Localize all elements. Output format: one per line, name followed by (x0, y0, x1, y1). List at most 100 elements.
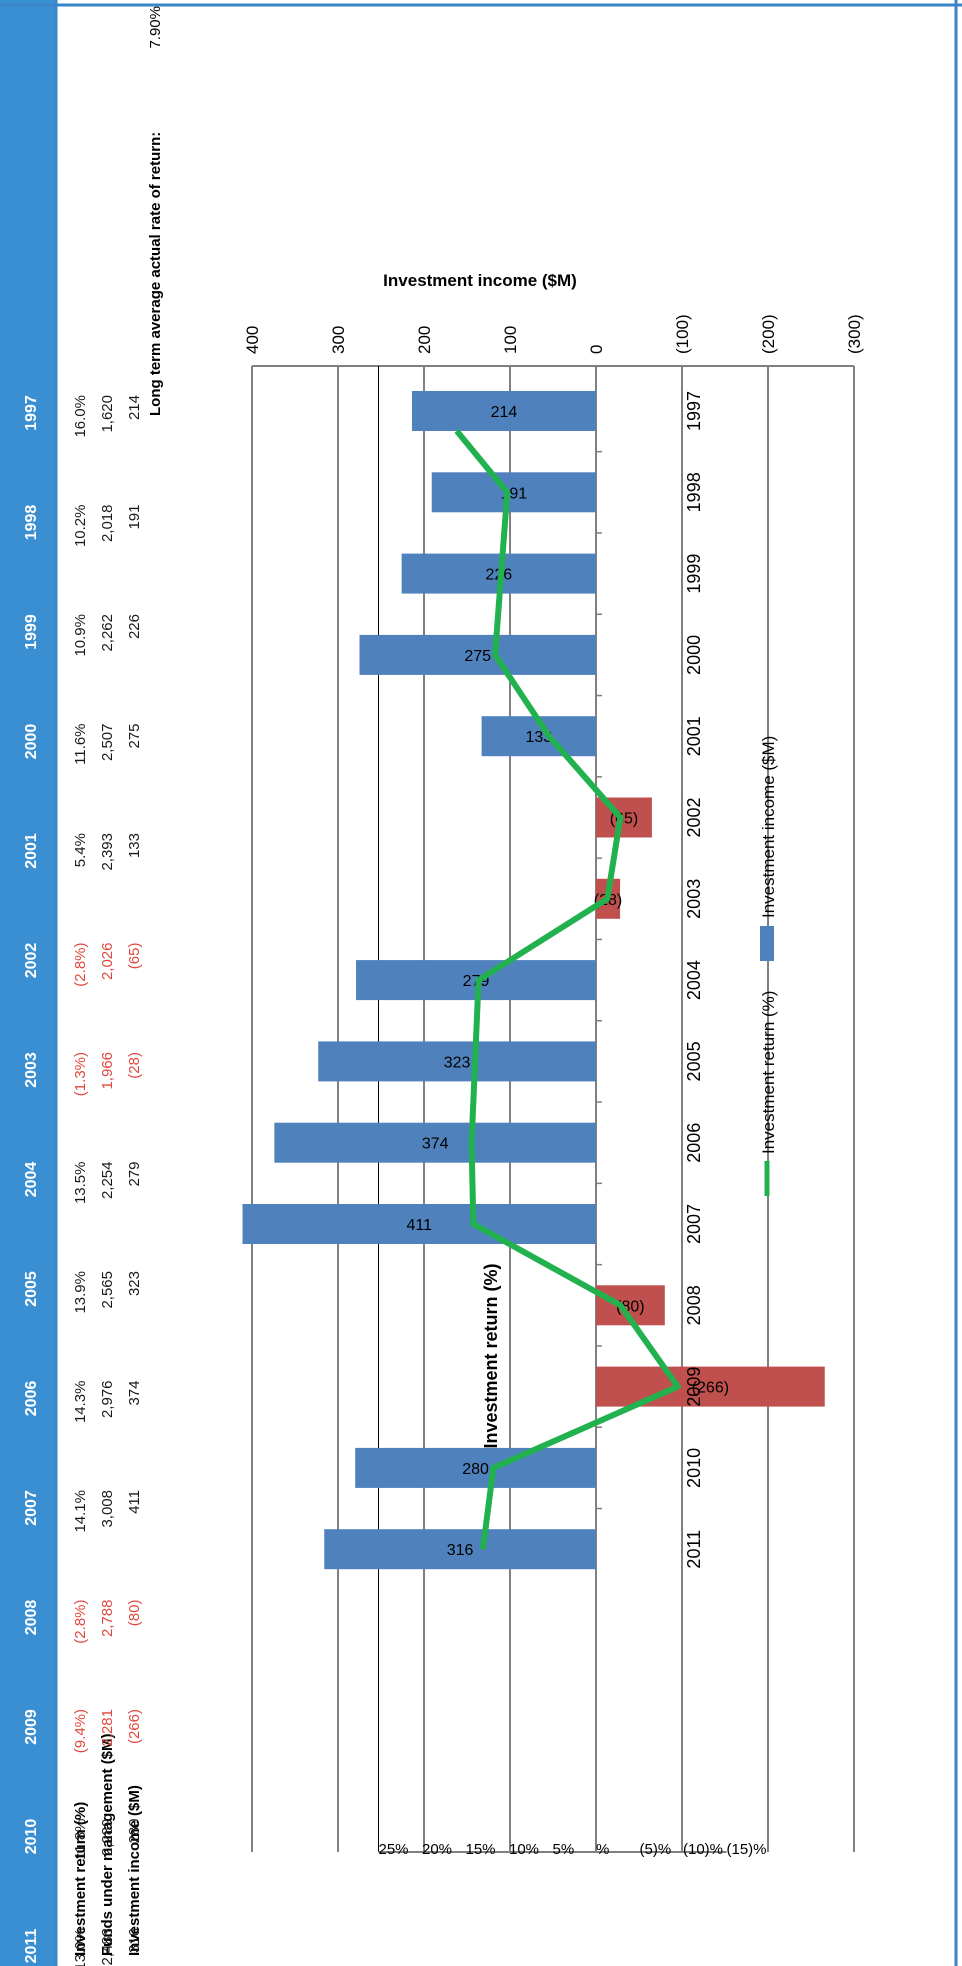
header-year-label: 2005 (23, 1271, 40, 1307)
table-cell-value: 1,966 (99, 1052, 116, 1090)
income-bar (431, 472, 596, 513)
table-cell-value: 374 (126, 1381, 143, 1406)
header-year-label: 2001 (23, 833, 40, 869)
income-bar-label: (266) (692, 1380, 729, 1397)
category-label: 1999 (684, 554, 704, 594)
table-cell-value: 133 (126, 833, 143, 858)
return-tick-label: (15)% (727, 1841, 767, 1858)
table-cell-value: 11.8% (72, 1819, 89, 1860)
table-cell-value: 316 (126, 1928, 143, 1953)
return-tick-label: (10)% (683, 1841, 723, 1858)
return-tick-label: 10% (509, 1841, 539, 1858)
table-cell-value: 411 (126, 1490, 143, 1514)
table-cell-value: 191 (126, 505, 143, 530)
table-cell-value: (1.3%) (72, 1052, 89, 1096)
header-year-label: 2000 (23, 724, 40, 760)
table-cell-value: 214 (126, 395, 143, 420)
table-cell-value: 13.5% (72, 1162, 89, 1205)
income-bar-label: 275 (464, 648, 491, 665)
table-cell-value: (266) (126, 1709, 143, 1744)
category-label: 2004 (684, 960, 704, 1000)
income-bar (242, 1204, 596, 1244)
table-cell-value: 1,620 (99, 395, 116, 433)
table-cell-value: (80) (126, 1600, 143, 1627)
table-cell-value: 2,018 (99, 505, 116, 543)
table-cell-value: 2,262 (99, 614, 116, 652)
category-label: 2011 (684, 1530, 704, 1569)
category-label: 2007 (684, 1204, 704, 1244)
category-label: 2006 (684, 1123, 704, 1163)
table-cell-value: 10.9% (72, 614, 89, 657)
table-cell-value: 14.3% (72, 1381, 89, 1424)
legend-label-income: Investment income ($M) (759, 736, 778, 918)
category-label: 2003 (684, 879, 704, 919)
table-cell-value: 16.0% (72, 395, 89, 438)
income-bar (274, 1122, 596, 1163)
header-year-label: 2003 (23, 1052, 40, 1088)
category-label: 2008 (684, 1285, 704, 1325)
table-row-label: Investment return (%) (72, 1802, 89, 1956)
table-cell-value: 11.6% (72, 724, 89, 765)
header-year-label: 2008 (23, 1600, 40, 1636)
table-cell-value: 13.0% (72, 1928, 89, 1966)
table-cell-value: 280 (126, 1819, 143, 1844)
header-year-label: 2004 (23, 1162, 40, 1198)
table-cell-value: 13.9% (72, 1271, 89, 1314)
income-tick-label: 200 (415, 326, 434, 354)
header-year-label: 2007 (23, 1490, 40, 1526)
table-cell-value: 2,507 (99, 724, 116, 762)
table-cell-value: 2,788 (99, 1600, 116, 1638)
table-cell-value: (2.8%) (72, 943, 89, 987)
header-year-label: 2002 (23, 943, 40, 979)
income-bar (411, 391, 596, 431)
table-row-label: Funds under management ($M) (99, 1733, 116, 1956)
return-tick-label: % (596, 1841, 609, 1858)
header-year-label: 2011 (23, 1929, 40, 1964)
income-tick-label: (100) (673, 314, 692, 354)
income-bar-label: 323 (444, 1054, 471, 1071)
table-cell-value: (2.8%) (72, 1600, 89, 1644)
category-label: 2000 (684, 635, 704, 675)
table-cell-value: 2,281 (99, 1709, 116, 1747)
return-tick-label: 15% (466, 1841, 496, 1858)
table-cell-value: (28) (126, 1052, 143, 1079)
year-header-band (0, 0, 56, 1966)
income-bar (596, 1285, 665, 1326)
table-cell-value: 279 (126, 1162, 143, 1187)
table-cell-value: 2,976 (99, 1381, 116, 1419)
table-cell-value: 14.1% (72, 1490, 89, 1533)
income-tick-label: 300 (329, 326, 348, 354)
return-tick-label: 25% (379, 1841, 409, 1858)
table-cell-value: (65) (126, 943, 143, 970)
income-tick-label: 400 (243, 326, 262, 354)
long-term-average-label: Long term average actual rate of return: (147, 132, 164, 416)
income-bar-label: 214 (491, 404, 518, 421)
category-label: 2005 (684, 1041, 704, 1081)
legend-swatch-income (760, 926, 774, 961)
header-year-label: 1997 (23, 395, 40, 431)
category-label: 2002 (684, 797, 704, 837)
legend-label-return: Investment return (%) (759, 991, 778, 1154)
category-label: 2010 (684, 1448, 704, 1488)
income-bar-label: 280 (462, 1461, 489, 1478)
return-tick-label: 20% (422, 1841, 452, 1858)
header-year-label: 2006 (23, 1381, 40, 1417)
income-tick-label: (200) (759, 314, 778, 354)
table-cell-value: 226 (126, 614, 143, 639)
category-label: 2001 (684, 716, 704, 756)
return-tick-label: 5% (553, 1841, 575, 1858)
header-year-label: 2009 (23, 1709, 40, 1745)
table-cell-value: 2,289 (99, 1819, 116, 1857)
income-bar-label: 411 (407, 1217, 433, 1234)
income-bar (359, 634, 596, 675)
table-cell-value: 2,393 (99, 833, 116, 871)
table-cell-value: 10.2% (72, 505, 89, 548)
income-tick-label: (300) (845, 314, 864, 354)
header-year-label: 2010 (23, 1819, 40, 1855)
return-axis-title: Investment return (%) (481, 1263, 501, 1448)
header-year-label: 1998 (23, 505, 40, 541)
table-cell-value: (9.4%) (72, 1709, 89, 1753)
table-cell-value: 5.4% (72, 833, 89, 867)
